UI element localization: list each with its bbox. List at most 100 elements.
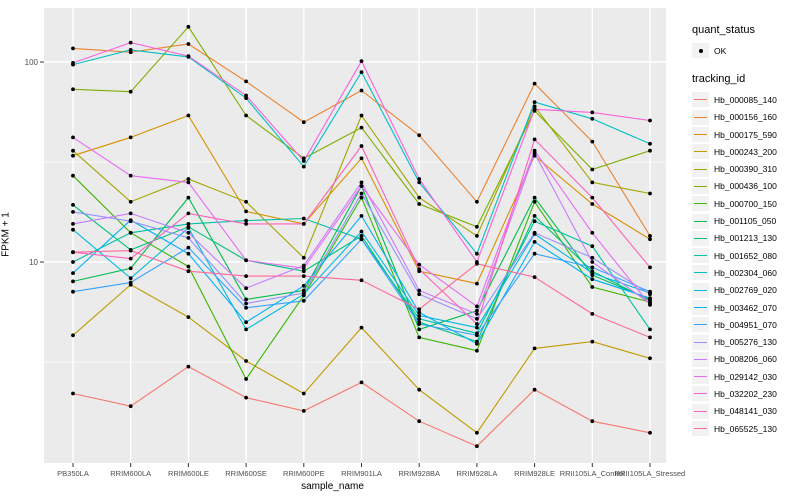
data-point[interactable] xyxy=(71,289,75,294)
data-point[interactable] xyxy=(301,274,306,278)
data-point[interactable] xyxy=(417,288,422,293)
data-point[interactable] xyxy=(417,177,422,181)
data-point[interactable] xyxy=(71,148,75,153)
data-point[interactable] xyxy=(648,292,652,297)
data-point[interactable] xyxy=(71,87,75,92)
data-point[interactable] xyxy=(71,203,75,207)
data-point[interactable] xyxy=(71,61,75,65)
data-point[interactable] xyxy=(532,81,537,86)
data-point[interactable] xyxy=(417,195,422,200)
data-point[interactable] xyxy=(186,364,191,369)
data-point[interactable] xyxy=(186,236,191,240)
data-point[interactable] xyxy=(71,210,75,214)
data-point[interactable] xyxy=(186,24,191,29)
data-point[interactable] xyxy=(186,269,191,274)
data-point[interactable] xyxy=(648,303,652,307)
data-point[interactable] xyxy=(417,262,422,267)
data-point[interactable] xyxy=(475,281,479,286)
legend-item-Hb_048141_030[interactable]: Hb_048141_030 xyxy=(692,403,800,420)
data-point[interactable] xyxy=(301,159,306,163)
data-point[interactable] xyxy=(590,195,595,200)
data-point[interactable] xyxy=(128,48,133,52)
legend-item-Hb_004951_070[interactable]: Hb_004951_070 xyxy=(692,316,800,333)
data-point[interactable] xyxy=(648,118,652,123)
data-point[interactable] xyxy=(186,222,191,226)
data-point[interactable] xyxy=(244,93,249,98)
data-point[interactable] xyxy=(475,308,479,313)
data-point[interactable] xyxy=(475,224,479,229)
data-point[interactable] xyxy=(186,54,191,58)
data-point[interactable] xyxy=(359,234,364,238)
data-point[interactable] xyxy=(128,256,133,261)
data-point[interactable] xyxy=(590,244,595,249)
data-point[interactable] xyxy=(301,283,306,288)
data-point[interactable] xyxy=(71,46,75,51)
legend-item-Hb_002769_020[interactable]: Hb_002769_020 xyxy=(692,282,800,299)
data-point[interactable] xyxy=(128,135,133,140)
data-point[interactable] xyxy=(648,430,652,435)
data-point[interactable] xyxy=(648,234,652,238)
data-point[interactable] xyxy=(475,261,479,266)
data-point[interactable] xyxy=(301,263,306,268)
data-point[interactable] xyxy=(244,377,249,381)
data-point[interactable] xyxy=(186,177,191,181)
data-point[interactable] xyxy=(244,209,249,214)
data-point[interactable] xyxy=(590,110,595,115)
data-point[interactable] xyxy=(244,222,249,226)
legend-item-Hb_000243_200[interactable]: Hb_000243_200 xyxy=(692,143,800,160)
legend-item-Hb_005276_130[interactable]: Hb_005276_130 xyxy=(692,333,800,350)
data-point[interactable] xyxy=(475,322,479,326)
data-point[interactable] xyxy=(301,266,306,271)
data-point[interactable] xyxy=(244,327,249,332)
data-point[interactable] xyxy=(71,227,75,232)
data-point[interactable] xyxy=(128,173,133,178)
data-point[interactable] xyxy=(417,180,422,185)
data-point[interactable] xyxy=(532,240,537,244)
data-point[interactable] xyxy=(648,265,652,270)
data-point[interactable] xyxy=(244,320,249,325)
data-point[interactable] xyxy=(128,280,133,285)
data-point[interactable] xyxy=(186,245,191,250)
data-point[interactable] xyxy=(532,195,537,200)
data-point[interactable] xyxy=(244,274,249,278)
data-point[interactable] xyxy=(301,164,306,169)
legend-item-Hb_001105_050[interactable]: Hb_001105_050 xyxy=(692,212,800,229)
data-point[interactable] xyxy=(301,291,306,295)
data-point[interactable] xyxy=(648,141,652,146)
data-point[interactable] xyxy=(648,191,652,196)
data-point[interactable] xyxy=(359,125,364,130)
data-point[interactable] xyxy=(71,260,75,264)
data-point[interactable] xyxy=(648,356,652,361)
legend-item-Hb_002304_060[interactable]: Hb_002304_060 xyxy=(692,264,800,281)
data-point[interactable] xyxy=(244,359,249,363)
data-point[interactable] xyxy=(417,133,422,138)
data-point[interactable] xyxy=(475,312,479,316)
data-point[interactable] xyxy=(359,380,364,385)
data-point[interactable] xyxy=(417,202,422,206)
data-point[interactable] xyxy=(244,79,249,84)
data-point[interactable] xyxy=(128,266,133,271)
data-point[interactable] xyxy=(359,113,364,118)
data-point[interactable] xyxy=(648,335,652,340)
data-point[interactable] xyxy=(244,297,249,302)
data-point[interactable] xyxy=(590,260,595,264)
data-point[interactable] xyxy=(244,96,249,100)
data-point[interactable] xyxy=(648,237,652,242)
data-point[interactable] xyxy=(71,222,75,226)
legend-item-ok[interactable]: OK xyxy=(692,42,800,59)
data-point[interactable] xyxy=(244,113,249,118)
data-point[interactable] xyxy=(532,104,537,109)
legend-item-Hb_000175_590[interactable]: Hb_000175_590 xyxy=(692,126,800,143)
data-point[interactable] xyxy=(359,70,364,74)
data-point[interactable] xyxy=(359,325,364,330)
data-point[interactable] xyxy=(475,199,479,204)
data-point[interactable] xyxy=(128,199,133,204)
data-point[interactable] xyxy=(244,218,249,223)
data-point[interactable] xyxy=(590,285,595,289)
data-point[interactable] xyxy=(417,307,422,312)
data-point[interactable] xyxy=(532,100,537,104)
data-point[interactable] xyxy=(186,113,191,118)
data-point[interactable] xyxy=(532,137,537,142)
data-point[interactable] xyxy=(301,156,306,161)
data-point[interactable] xyxy=(532,219,537,224)
